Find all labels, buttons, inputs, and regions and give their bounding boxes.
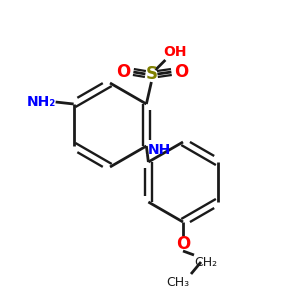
Text: S: S xyxy=(146,65,158,83)
Text: CH₂: CH₂ xyxy=(194,256,218,268)
Text: O: O xyxy=(116,63,130,81)
Text: O: O xyxy=(176,235,190,253)
Text: NH: NH xyxy=(148,143,171,157)
Text: CH₃: CH₃ xyxy=(167,275,190,289)
Text: NH₂: NH₂ xyxy=(27,95,56,109)
Text: OH: OH xyxy=(164,45,187,59)
Text: O: O xyxy=(174,63,188,81)
